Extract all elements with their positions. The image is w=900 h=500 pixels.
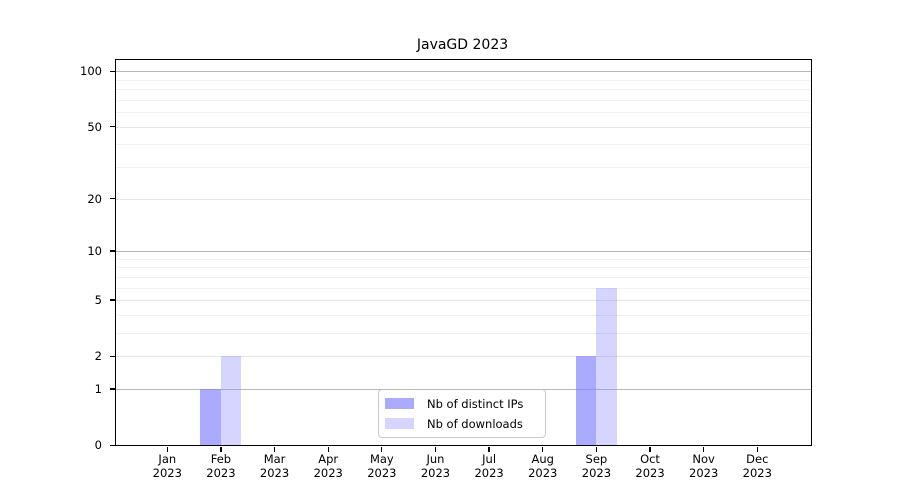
gridline-mid bbox=[116, 126, 811, 128]
gridline-minor bbox=[116, 267, 811, 269]
y-tick-mark bbox=[110, 299, 115, 301]
plot-area bbox=[115, 59, 812, 446]
y-tick-mark bbox=[110, 388, 115, 390]
bar-downloads-feb bbox=[220, 356, 242, 446]
bar-distinct-ips-feb bbox=[200, 389, 221, 446]
x-tick-mark bbox=[542, 446, 544, 452]
gridline-minor bbox=[116, 332, 811, 334]
x-tick-mark bbox=[273, 446, 276, 452]
y-tick-label: 50 bbox=[87, 119, 102, 134]
y-tick-mark bbox=[110, 126, 115, 128]
gridline-minor bbox=[116, 89, 811, 91]
x-tick-label: Dec 2023 bbox=[742, 452, 772, 480]
gridline-minor bbox=[116, 167, 811, 169]
y-tick-mark bbox=[110, 355, 115, 357]
x-tick-mark bbox=[649, 446, 651, 452]
legend-item-downloads: Nb of downloads bbox=[379, 415, 545, 433]
x-tick-label: May 2023 bbox=[367, 452, 397, 480]
x-tick-label: Feb 2023 bbox=[206, 452, 236, 480]
x-tick-mark bbox=[327, 446, 329, 452]
x-tick-label: Aug 2023 bbox=[528, 452, 558, 480]
gridline-minor bbox=[116, 79, 811, 81]
x-tick-label: Oct 2023 bbox=[635, 452, 665, 480]
gridline-minor bbox=[116, 287, 811, 289]
y-tick-label: 1 bbox=[94, 382, 102, 397]
legend: Nb of distinct IPs Nb of downloads bbox=[378, 389, 546, 438]
gridline-major bbox=[116, 250, 811, 252]
y-tick-mark bbox=[110, 250, 115, 252]
x-tick-label: Apr 2023 bbox=[313, 452, 343, 480]
bar-downloads-sep bbox=[596, 287, 617, 446]
gridline-mid bbox=[116, 356, 811, 358]
x-tick-label: Nov 2023 bbox=[689, 452, 719, 480]
y-tick-mark bbox=[110, 70, 115, 72]
x-tick-label: Sep 2023 bbox=[581, 452, 612, 480]
x-tick-mark bbox=[381, 446, 383, 452]
legend-swatch-distinct-ips bbox=[385, 398, 414, 409]
gridline-mid bbox=[116, 300, 811, 302]
y-tick-mark bbox=[110, 197, 115, 200]
x-tick-mark bbox=[166, 446, 168, 452]
x-tick-label: Mar 2023 bbox=[259, 452, 290, 480]
y-tick-label: 20 bbox=[87, 191, 102, 206]
legend-label-downloads: Nb of downloads bbox=[427, 416, 523, 431]
y-tick-label: 5 bbox=[94, 293, 102, 308]
x-tick-mark bbox=[703, 446, 705, 452]
x-tick-label: Jun 2023 bbox=[420, 452, 451, 480]
bar-distinct-ips-sep bbox=[575, 356, 597, 446]
gridline-major bbox=[116, 71, 811, 73]
gridline-minor bbox=[116, 112, 811, 114]
chart-title: JavaGD 2023 bbox=[416, 37, 509, 53]
gridline-major bbox=[116, 389, 811, 391]
y-tick-label: 100 bbox=[80, 64, 102, 79]
gridline-minor bbox=[116, 99, 811, 101]
legend-label-distinct-ips: Nb of distinct IPs bbox=[427, 396, 524, 411]
x-tick-mark bbox=[434, 446, 437, 452]
x-tick-mark bbox=[220, 446, 222, 452]
legend-item-distinct-ips: Nb of distinct IPs bbox=[379, 395, 545, 413]
x-tick-label: Jan 2023 bbox=[152, 452, 182, 480]
legend-swatch-downloads bbox=[385, 418, 414, 429]
y-tick-label: 0 bbox=[94, 438, 102, 453]
gridline-mid bbox=[116, 198, 811, 200]
y-tick-label: 10 bbox=[87, 243, 102, 258]
x-tick-mark bbox=[595, 446, 598, 452]
y-tick-label: 2 bbox=[94, 349, 102, 364]
gridline-minor bbox=[116, 258, 811, 260]
x-tick-mark bbox=[488, 446, 490, 452]
gridline-minor bbox=[116, 314, 811, 316]
x-tick-mark bbox=[756, 446, 758, 452]
gridline-minor bbox=[116, 144, 811, 146]
x-tick-label: Jul 2023 bbox=[474, 452, 504, 480]
gridline-minor bbox=[116, 276, 811, 278]
y-tick-mark bbox=[110, 444, 115, 446]
